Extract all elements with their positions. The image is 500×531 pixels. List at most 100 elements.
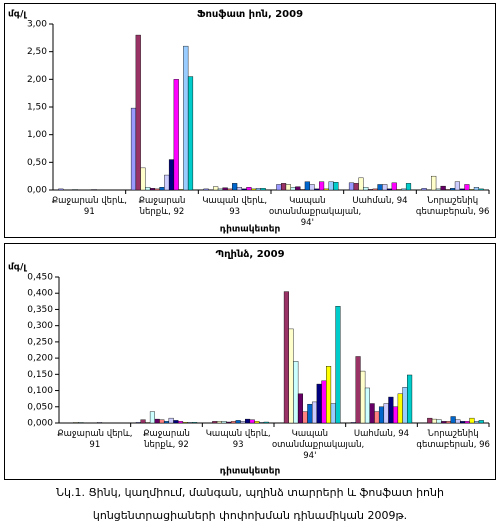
bar	[283, 291, 289, 424]
bar	[254, 421, 260, 424]
bar	[178, 421, 184, 424]
bar	[321, 380, 327, 424]
bar	[96, 422, 103, 424]
bar	[221, 421, 227, 424]
y-tick-label: 2,50	[27, 47, 47, 57]
bar	[281, 183, 287, 191]
bar	[297, 393, 304, 424]
bar	[307, 403, 313, 424]
chart: Ֆոսֆատ իոն, 2009 մգ/լ դիտակետեր 0,00 0,50 1,0…	[4, 3, 496, 238]
y-tick-label: 0,00	[27, 186, 47, 196]
x-tick-label: Սահման, 94	[353, 429, 410, 439]
bar	[187, 76, 194, 191]
bar	[464, 184, 470, 191]
bar	[159, 187, 165, 191]
bar	[226, 421, 232, 424]
bar	[382, 184, 388, 191]
bar	[397, 393, 403, 424]
chart-svg: Պղինձ, 2009 մգ/լ դիտակետեր 0,000 0,050 0,100 0…	[8, 249, 490, 477]
bar	[396, 189, 402, 191]
bar	[473, 187, 479, 191]
x-tick-label: Կապան օտանմաքրակայան, 94'	[269, 196, 362, 228]
bar	[58, 188, 64, 191]
bar	[464, 421, 470, 424]
bar	[187, 422, 193, 424]
bar	[445, 189, 451, 191]
bar	[163, 421, 170, 424]
bar	[383, 403, 389, 424]
bar	[431, 418, 437, 424]
bar	[388, 396, 394, 424]
bar	[203, 188, 209, 191]
bar	[355, 356, 361, 424]
bar	[230, 421, 237, 424]
caption: կոնցենտրացիաների փոփոխման դինամիկան 2009…	[92, 509, 408, 522]
bar	[168, 417, 174, 424]
bar	[244, 418, 251, 424]
bar	[330, 403, 336, 424]
bar	[440, 185, 446, 191]
x-tick-label: Նորաշենիկ գետաբերան, 96	[416, 429, 490, 450]
bar	[459, 188, 465, 191]
y-axis-label: մգ/լ	[8, 263, 27, 273]
bar	[459, 421, 466, 424]
bar	[276, 184, 282, 191]
bar	[173, 79, 179, 191]
bar	[222, 187, 228, 191]
chart: Պղինձ, 2009 մգ/լ դիտակետեր 0,000 0,050 0,100 0…	[4, 243, 496, 480]
bar	[450, 188, 456, 191]
bar	[192, 422, 198, 424]
bar	[145, 422, 151, 424]
bar	[326, 366, 332, 424]
bar	[235, 420, 241, 424]
y-tick-label: 0,50	[27, 158, 47, 168]
y-axis-label: մգ/լ	[8, 10, 27, 20]
chart-svg: Ֆոսֆատ իոն, 2009 մգ/լ դիտակետեր 0,00 0,50 1,0…	[8, 9, 490, 235]
bar	[311, 401, 318, 424]
bar	[377, 184, 383, 191]
y-tick-label: 0,100	[27, 386, 53, 396]
bar	[374, 411, 380, 424]
bar	[364, 387, 370, 424]
bar	[441, 421, 447, 424]
bar	[217, 188, 223, 191]
bar	[240, 421, 246, 424]
bar	[216, 421, 222, 424]
bar	[369, 403, 375, 424]
y-tick-label: 0,000	[27, 419, 53, 429]
bar	[445, 421, 452, 424]
bar	[319, 181, 325, 191]
bar	[251, 188, 257, 191]
bar	[130, 107, 137, 191]
bar	[140, 419, 146, 424]
x-tick-label: Կապան վերև, 93	[205, 429, 271, 450]
bar	[135, 422, 141, 424]
bar	[407, 374, 413, 424]
x-tick-label: Սահման, 94	[352, 196, 408, 206]
bar	[427, 417, 433, 424]
bar	[474, 421, 480, 424]
y-tick-label: 0,300	[27, 321, 53, 331]
bar	[154, 418, 160, 424]
bar	[149, 188, 156, 191]
y-tick-label: 0,200	[27, 354, 53, 364]
bar	[316, 383, 322, 424]
bar	[288, 328, 294, 424]
bar	[454, 181, 460, 191]
y-tick-label: 0,150	[27, 370, 53, 380]
bar	[328, 181, 334, 191]
bar	[372, 188, 378, 191]
bar	[314, 188, 320, 191]
bar	[393, 406, 399, 424]
bar	[183, 45, 189, 191]
bar	[182, 422, 188, 424]
y-tick-label: 0,450	[27, 273, 53, 283]
x-tick-label: Քաջարան ներքև, 92	[138, 196, 186, 217]
bar	[255, 188, 261, 191]
bar	[304, 181, 310, 191]
bar	[72, 189, 78, 191]
bar	[285, 184, 291, 191]
x-tick-label: Քաջարան վերև, 91	[51, 196, 127, 217]
bar	[436, 419, 442, 424]
bar	[78, 422, 84, 424]
